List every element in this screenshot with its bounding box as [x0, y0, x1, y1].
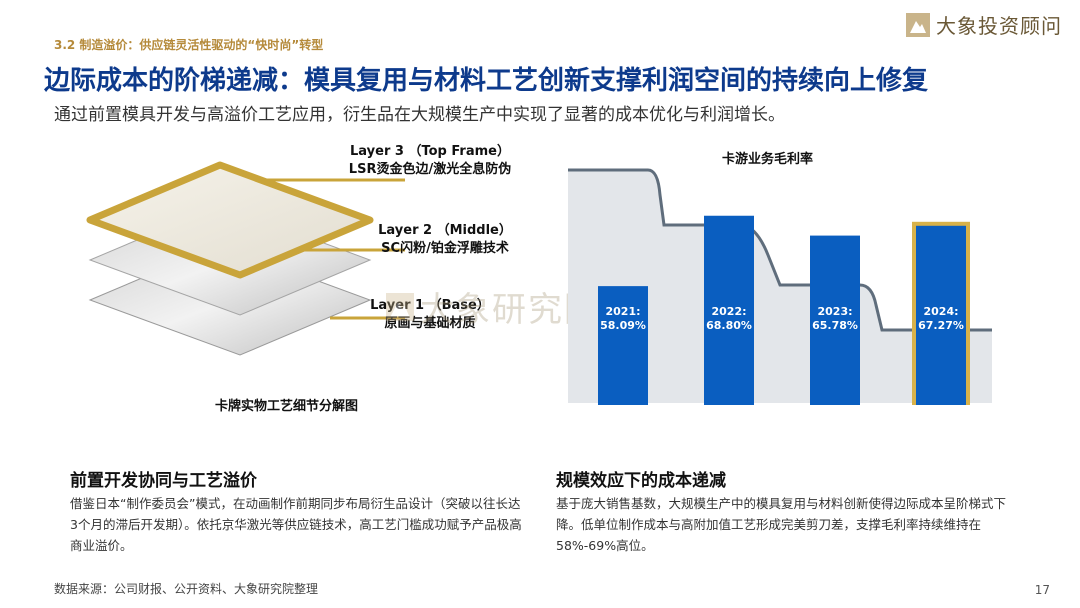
bar-value-label: 68.80% — [706, 319, 752, 332]
bar-year-label: 2024: — [923, 305, 959, 318]
card-layer-diagram — [86, 161, 374, 356]
bar-2024 — [916, 225, 966, 405]
diagram-caption: 卡牌实物工艺细节分解图 — [215, 399, 359, 414]
bar-year-label: 2021: — [605, 305, 641, 318]
layer-leader-lines — [260, 178, 405, 320]
chart-step-line — [568, 168, 992, 332]
right-section-text: 基于庞大销售基数，大规模生产中的模具复用与材料创新使得边际成本呈阶梯式下降。低单… — [556, 496, 1007, 553]
right-section-heading: 规模效应下的成本递减 — [556, 471, 726, 491]
left-section-text: 借鉴日本“制作委员会”模式，在动画制作前期同步布局衍生品设计（突破以往长达3个月… — [70, 496, 522, 553]
data-source: 数据来源：公司财报、公开资料、大象研究院整理 — [54, 582, 319, 596]
chart-title: 卡游业务毛利率 — [722, 152, 814, 167]
layer-1-label: Layer 1 （Base） 原画与基础材质 — [370, 298, 490, 331]
bar-year-label: 2023: — [817, 305, 853, 318]
brand-logo: 大象投资顾问 — [906, 10, 1062, 39]
bar-value-label: 65.78% — [812, 319, 858, 332]
brand-logo-icon — [906, 12, 930, 37]
page-number: 17 — [1034, 583, 1050, 597]
section-tag: 3.2 制造溢价：供应链灵活性驱动的“快时尚”转型 — [54, 38, 324, 52]
bar-value-label: 58.09% — [600, 319, 646, 332]
bar-2023 — [810, 235, 860, 405]
bar-label-2024: 2024: 67.27% — [910, 305, 972, 333]
bar-label-2021: 2021: 58.09% — [592, 305, 654, 333]
left-section-heading: 前置开发协同与工艺溢价 — [70, 471, 257, 491]
page-subtitle: 通过前置模具开发与高溢价工艺应用，衍生品在大规模生产中实现了显著的成本优化与利润… — [54, 105, 785, 125]
layer-2-label: Layer 2 （Middle） SC闪粉/铂金浮雕技术 — [378, 223, 512, 256]
bar-2022 — [704, 215, 754, 405]
bar-label-2022: 2022: 68.80% — [698, 305, 760, 333]
bar-2021 — [598, 286, 648, 405]
margin-bar-chart — [568, 168, 992, 405]
layer-3-label: Layer 3 （Top Frame） LSR烫金色边/激光全息防伪 — [348, 144, 512, 177]
brand-name: 大象投资顾问 — [936, 14, 1062, 38]
layer-3-card — [86, 161, 374, 279]
page-title: 边际成本的阶梯递减：模具复用与材料工艺创新支撑利润空间的持续向上修复 — [44, 66, 929, 96]
bar-label-2023: 2023: 65.78% — [804, 305, 866, 333]
watermark-logo-icon — [386, 292, 414, 321]
bar-year-label: 2022: — [711, 305, 747, 318]
bar-value-label: 67.27% — [918, 319, 964, 332]
